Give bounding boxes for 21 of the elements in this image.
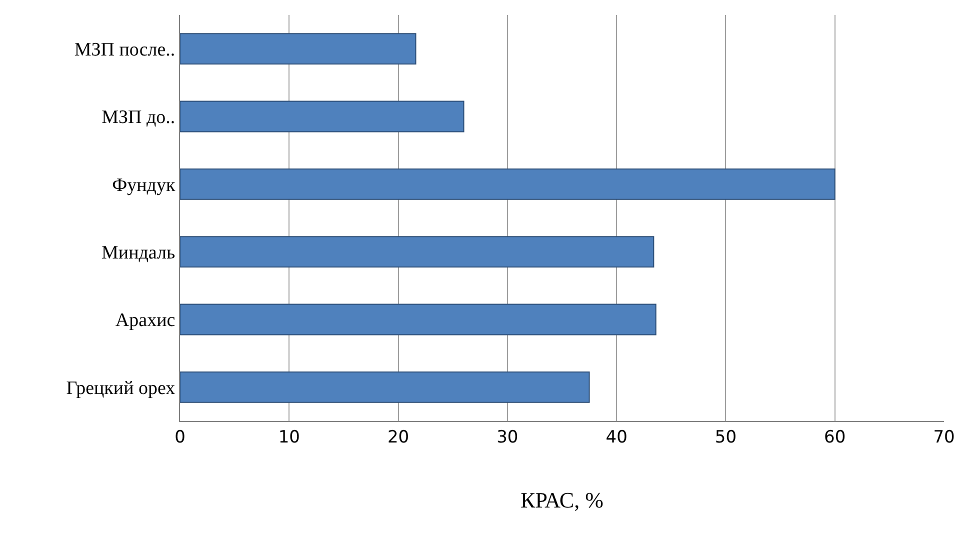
- y-tick-label: Грецкий орех: [66, 378, 176, 399]
- y-tick-label: Миндаль: [102, 242, 176, 264]
- bar: [180, 371, 590, 403]
- bar: [180, 304, 656, 336]
- bar: [180, 100, 464, 132]
- y-tick-label: МЗП до..: [102, 107, 176, 128]
- x-tick-label: 60: [824, 427, 846, 448]
- x-tick-label: 0: [174, 427, 186, 448]
- bar: [180, 33, 416, 65]
- x-tick-label: 10: [278, 427, 300, 448]
- bar: [180, 168, 836, 200]
- x-tick-label: 20: [387, 427, 410, 448]
- bar: [180, 236, 654, 268]
- y-tick-label: Фундук: [112, 174, 176, 196]
- x-tick-label: 50: [714, 427, 737, 448]
- y-tick-label: Арахис: [115, 310, 176, 332]
- x-tick-label: 30: [496, 427, 518, 448]
- x-tick-label: 70: [933, 427, 955, 448]
- x-axis-title: КРАС, %: [520, 487, 604, 512]
- x-tick-label: 40: [606, 427, 628, 448]
- y-tick-label: МЗП после..: [74, 39, 176, 60]
